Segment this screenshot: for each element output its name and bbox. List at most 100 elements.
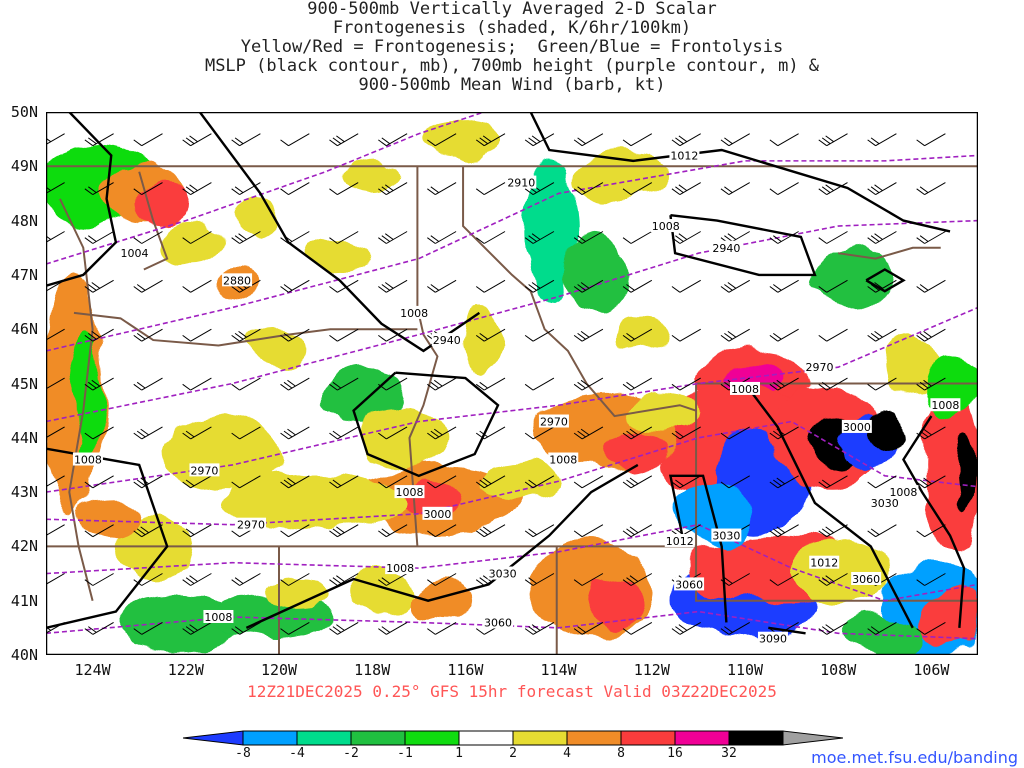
contour-label: 1008 [931, 399, 959, 412]
frontogenesis-patch [230, 200, 281, 241]
wind-barb [573, 573, 604, 586]
wind-barb [818, 133, 848, 147]
latitude-tick-label: 42N [10, 537, 38, 556]
wind-barb [280, 621, 310, 635]
wind-barb [818, 377, 848, 391]
title-line: 900-500mb Mean Wind (barb, kt) [358, 75, 666, 95]
wind-barb [133, 328, 163, 342]
mslp-contour [744, 382, 914, 629]
wind-barb [46, 524, 65, 538]
frontogenesis-patch [356, 565, 417, 614]
wind-barb [622, 573, 653, 586]
frontogenesis-patch [244, 325, 305, 366]
wind-barb [573, 328, 604, 342]
height-contour [46, 306, 978, 493]
frontogenesis-patch [569, 152, 670, 203]
latitude-tick-label: 50N [10, 103, 38, 121]
wind-barb [720, 133, 750, 147]
wind-barb [524, 524, 555, 538]
wind-barb [84, 231, 114, 244]
frontogenesis-patch [163, 414, 284, 495]
mslp-contour [669, 213, 817, 277]
wind-barb [475, 377, 506, 391]
wind-barb [378, 475, 408, 489]
wind-barb [769, 231, 799, 244]
frontogenesis-patch [309, 237, 370, 270]
state-border-line [838, 246, 941, 260]
wind-barb [182, 328, 212, 342]
contour-label-bg [394, 485, 425, 499]
colorbar-tick-label: -2 [343, 746, 359, 761]
wind-barb [720, 426, 750, 440]
contour-label-bg [711, 240, 742, 254]
wind-barb [867, 133, 897, 147]
map-frame [46, 112, 978, 655]
wind-barb [182, 426, 212, 440]
contour-label: 2970 [806, 361, 834, 374]
colorbar-tick-label: -4 [289, 746, 305, 761]
wind-barb [84, 621, 114, 635]
wind-barb [475, 475, 506, 489]
wind-barb [867, 328, 897, 342]
frontogenesis-patch [525, 161, 574, 302]
frontogenesis-patch [342, 163, 403, 192]
contour-label-bg [222, 273, 253, 287]
wind-barb [916, 133, 946, 147]
colorbar-segment [620, 730, 676, 746]
wind-barb [818, 524, 848, 538]
mslp-contour [245, 463, 639, 629]
wind-barb [133, 621, 163, 635]
contour-label-bg [189, 463, 220, 477]
frontogenesis-map: 2910 2940 2880 2940 2970 2970 3000 2970 3000 3030… [46, 112, 978, 655]
frontogenesis-patch [481, 461, 562, 502]
frontogenesis-patch [464, 310, 505, 371]
contour-label: 1008 [386, 562, 414, 575]
frontogenesis-patch [425, 123, 506, 156]
colorbar-segment [566, 730, 622, 746]
wind-barb [84, 279, 114, 293]
contour-label-bg [804, 360, 835, 374]
wind-barb [280, 573, 310, 586]
wind-barb [916, 621, 946, 635]
wind-barb [46, 328, 65, 342]
contour-label: 1012 [810, 557, 838, 570]
wind-barb [280, 377, 310, 391]
contour-label-bg [548, 452, 579, 466]
wind-barb [916, 475, 946, 489]
wind-barb [182, 524, 212, 538]
contour-label: 2940 [433, 334, 461, 347]
contour-label: 1008 [889, 486, 917, 499]
longitude-tick-label: 122W [167, 661, 204, 679]
contour-label: 3000 [423, 508, 451, 521]
wind-barb [329, 524, 359, 538]
longitude-tick-label: 112W [633, 661, 670, 679]
contour-label: 1012 [666, 535, 694, 548]
wind-barb [916, 328, 946, 342]
wind-barb [133, 231, 163, 244]
wind-barb [378, 621, 408, 635]
wind-barb [182, 621, 212, 635]
wind-barb [524, 426, 555, 440]
contour-label: 3030 [871, 497, 899, 510]
wind-barb [427, 475, 457, 489]
wind-barb [671, 133, 701, 147]
contour-label-bg [483, 615, 514, 629]
wind-barb [329, 426, 359, 440]
wind-barb [133, 573, 163, 586]
latitude-tick-label: 43N [10, 483, 38, 502]
wind-barb [84, 182, 114, 196]
wind-barb [280, 133, 310, 147]
longitude-tick-label: 110W [726, 661, 764, 679]
wind-barb [769, 475, 799, 489]
state-borders [46, 165, 978, 655]
contour-label: 1008 [652, 220, 680, 233]
wind-barb [769, 279, 799, 293]
wind-barb [769, 377, 799, 391]
wind-barb [280, 328, 310, 342]
colorbar-segment [458, 730, 514, 746]
wind-barb [133, 475, 163, 489]
wind-barb [133, 133, 163, 147]
frontogenesis-patch [267, 573, 328, 606]
contour-label-bg [487, 566, 518, 580]
contour-labels: 2910 2940 2880 2940 2970 2970 3000 2970 3000 3030… [72, 148, 961, 646]
